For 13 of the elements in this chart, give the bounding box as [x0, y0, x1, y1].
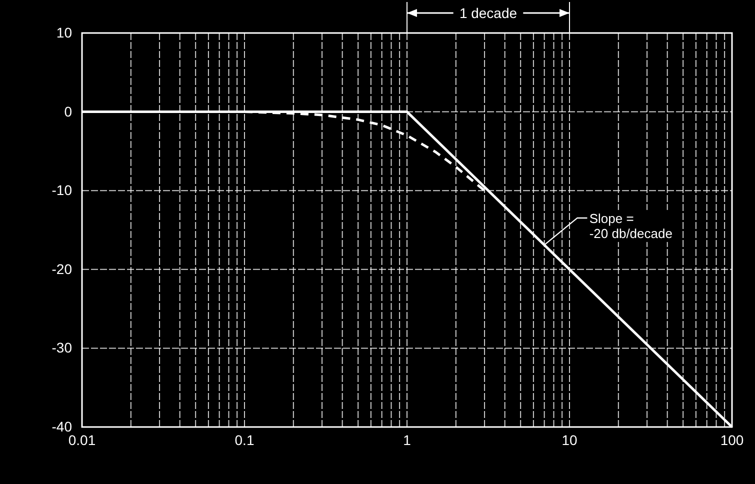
y-tick-label: 10 — [56, 24, 72, 40]
x-tick-label: 10 — [562, 432, 578, 448]
y-tick-label: -30 — [52, 340, 72, 356]
y-tick-label: -10 — [52, 182, 72, 198]
annotation: Slope = -20 db/decade — [589, 210, 672, 241]
y-tick-label: -40 — [52, 418, 72, 434]
y-tick-label: 0 — [64, 103, 72, 120]
text: 1 decade — [459, 5, 518, 21]
y-tick-label: -20 — [52, 260, 72, 277]
x-tick-label: 0.1 — [234, 432, 254, 448]
x-tick-label: 100 — [720, 432, 744, 448]
x-tick-label: 1 — [403, 432, 412, 448]
x-tick-label: 0.01 — [68, 432, 96, 448]
